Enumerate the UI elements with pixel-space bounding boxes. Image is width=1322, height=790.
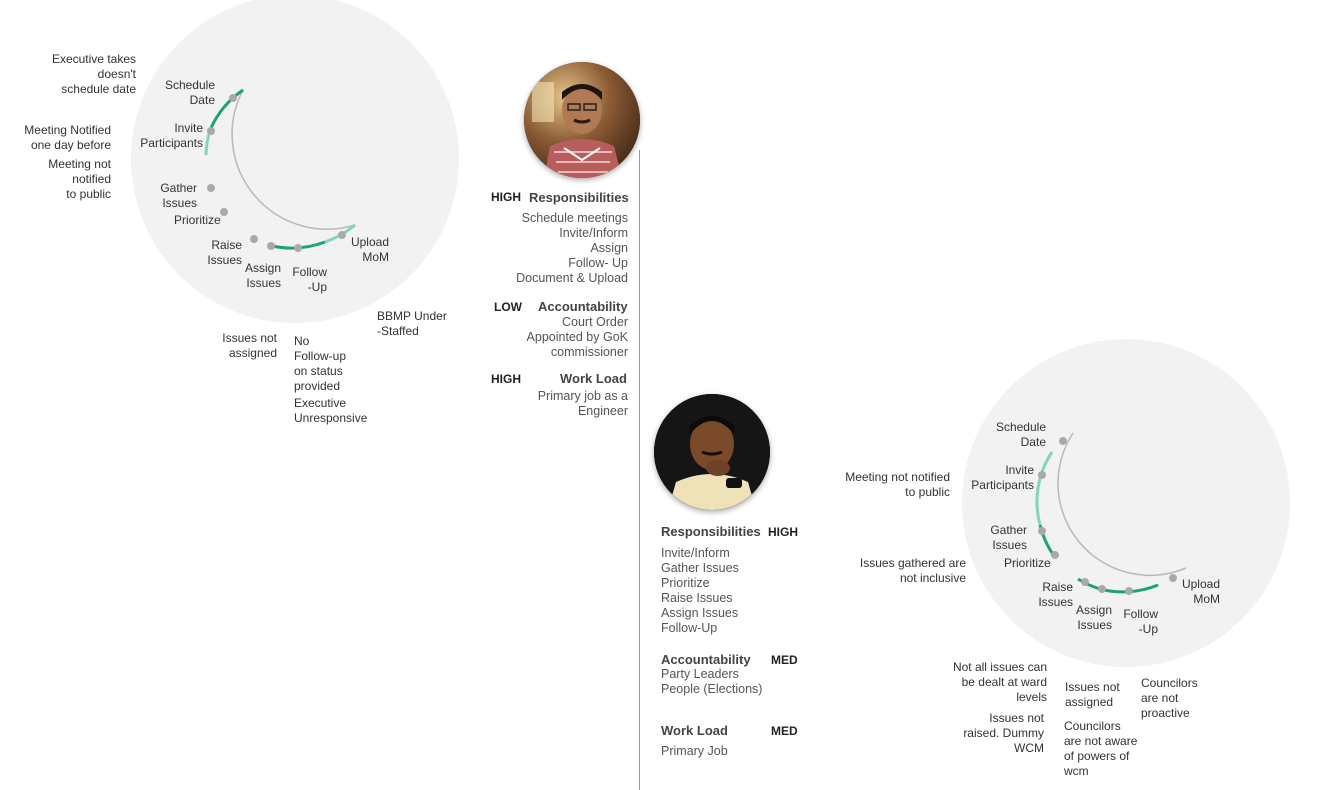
right-issue-not-aware: Councilors are not aware of powers of wc…: [1064, 719, 1138, 778]
list-item: Court Order: [562, 315, 628, 329]
councillor-work-list: Primary Job: [661, 744, 728, 759]
councillor-work-title: Work Load: [661, 723, 728, 738]
right-process-bubble: [962, 339, 1290, 667]
right-stage-invite: Invite Participants: [971, 463, 1034, 492]
left-stage-gather: Gather Issues: [160, 181, 197, 210]
engineer-avatar: [524, 62, 640, 178]
councillor-work-level: MED: [771, 724, 798, 738]
right-dot-schedule: [1059, 437, 1067, 445]
engineer-work-title: Work Load: [560, 371, 627, 386]
left-process-bubble: [131, 0, 459, 323]
engineer-acc-level: LOW: [494, 300, 522, 314]
left-stage-follow: Follow -Up: [292, 265, 327, 294]
councillor-acc-level: MED: [771, 653, 798, 667]
right-dot-upload: [1169, 574, 1177, 582]
left-stage-schedule-date: Schedule Date: [164, 78, 215, 107]
list-item: Primary Job: [661, 744, 728, 758]
right-stage-prioritize: Prioritize: [1004, 556, 1051, 570]
left-dot-invite: [207, 127, 215, 135]
left-issue-exec-date: Executive takes doesn't schedule date: [51, 52, 136, 96]
left-stage-upload: Upload MoM: [350, 235, 389, 264]
list-item: Document & Upload: [516, 271, 628, 285]
councillor-resp-level: HIGH: [768, 525, 798, 539]
left-stage-assign: Assign Issues: [244, 261, 281, 290]
councillor-avatar: [654, 394, 770, 510]
right-stage-upload: Upload MoM: [1181, 577, 1220, 606]
engineer-work-list: Primary job as a Engineer: [480, 389, 628, 419]
right-stage-follow: Follow -Up: [1123, 607, 1158, 636]
list-item: Appointed by GoK: [526, 330, 628, 344]
list-item: commissioner: [550, 345, 628, 359]
councillor-photo-icon: [654, 394, 770, 510]
engineer-acc-title: Accountability: [538, 299, 628, 314]
right-dot-invite: [1038, 471, 1046, 479]
list-item: Prioritize: [661, 576, 710, 590]
right-dot-raise: [1081, 578, 1089, 586]
right-stage-schedule-date: Schedule Date: [995, 420, 1046, 449]
right-issue-not-notified: Meeting not notified to public: [845, 470, 950, 499]
left-issue-bbmp: BBMP Under -Staffed: [377, 309, 447, 338]
engineer-photo-icon: [524, 62, 640, 178]
right-dot-follow: [1125, 587, 1133, 595]
left-dot-prioritize: [220, 208, 228, 216]
left-issue-no-followup: No Follow-up on status provided: [294, 334, 347, 393]
list-item: Party Leaders: [661, 667, 739, 681]
left-issue-notified-one-day: Meeting Notified one day before: [24, 123, 111, 152]
right-issue-not-assigned: Issues not assigned: [1065, 680, 1120, 709]
left-stage-invite: Invite Participants: [140, 121, 203, 150]
list-item: Primary job as a: [537, 389, 628, 403]
list-item: Follow-Up: [661, 621, 718, 635]
left-issue-not-assigned: Issues not assigned: [222, 331, 277, 360]
right-dot-gather: [1038, 527, 1046, 535]
list-item: Schedule meetings: [521, 211, 628, 225]
councillor-acc-list: Party Leaders People (Elections): [661, 667, 762, 697]
engineer-resp-level: HIGH: [491, 190, 521, 204]
left-stage-raise: Raise Issues: [207, 238, 242, 267]
left-dot-upload: [338, 231, 346, 239]
left-issue-not-notified: Meeting not notified to public: [48, 157, 111, 201]
left-dot-assign: [267, 242, 275, 250]
left-dot-schedule: [229, 94, 237, 102]
right-stage-raise: Raise Issues: [1038, 580, 1073, 609]
list-item: Assign Issues: [661, 606, 739, 620]
right-issue-not-proactive: Councilors are not proactive: [1141, 676, 1198, 720]
center-divider: [639, 150, 640, 790]
engineer-work-level: HIGH: [491, 372, 521, 386]
list-item: Follow- Up: [568, 256, 628, 270]
list-item: Engineer: [577, 404, 628, 418]
list-item: Raise Issues: [661, 591, 733, 605]
engineer-resp-title: Responsibilities: [529, 190, 629, 205]
right-dot-assign: [1098, 585, 1106, 593]
list-item: Assign: [590, 241, 628, 255]
engineer-resp-list: Schedule meetings Invite/Inform Assign F…: [480, 211, 628, 286]
right-issue-not-raised: Issues not raised. Dummy WCM: [963, 711, 1044, 755]
right-stage-assign: Assign Issues: [1075, 603, 1112, 632]
left-dot-follow: [294, 244, 302, 252]
list-item: Gather Issues: [661, 561, 739, 575]
right-issue-ward-levels: Not all issues can be dealt at ward leve…: [952, 660, 1047, 704]
councillor-resp-list: Invite/Inform Gather Issues Prioritize R…: [661, 546, 739, 636]
councillor-resp-title: Responsibilities: [661, 524, 761, 539]
list-item: Invite/Inform: [661, 546, 730, 560]
right-dot-prioritize: [1051, 551, 1059, 559]
left-dot-raise: [250, 235, 258, 243]
list-item: People (Elections): [661, 682, 763, 696]
list-item: Invite/Inform: [559, 226, 628, 240]
councillor-acc-title: Accountability: [661, 652, 751, 667]
right-stage-gather: Gather Issues: [990, 523, 1027, 552]
left-issue-exec-unresponsive: Executive Unresponsive: [294, 396, 368, 425]
left-stage-prioritize: Prioritize: [174, 213, 221, 227]
left-dot-gather: [207, 184, 215, 192]
right-issue-not-inclusive: Issues gathered are not inclusive: [859, 556, 966, 585]
engineer-acc-list: Court Order Appointed by GoK commissione…: [480, 315, 628, 360]
